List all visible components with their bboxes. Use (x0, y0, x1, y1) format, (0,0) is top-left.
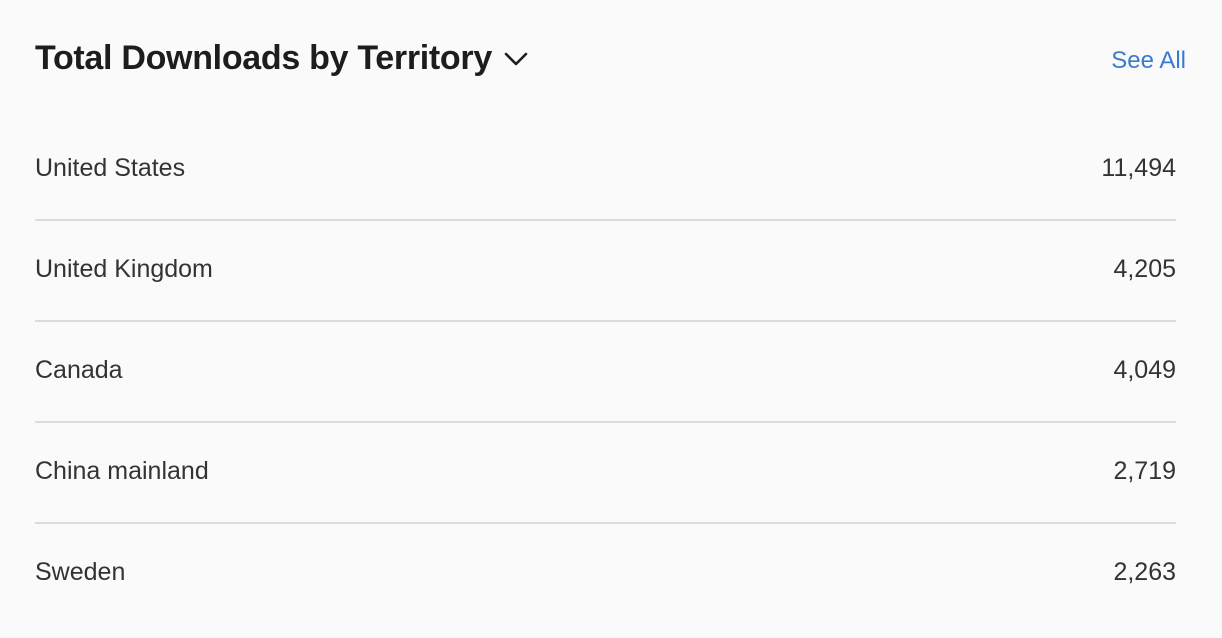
list-item: United Kingdom 4,205 (35, 221, 1176, 322)
territory-name: United Kingdom (35, 255, 213, 283)
territory-name: Canada (35, 356, 123, 384)
territory-downloads: 11,494 (1101, 154, 1176, 182)
title-dropdown[interactable]: Total Downloads by Territory (35, 36, 528, 80)
chevron-down-icon[interactable] (504, 51, 528, 67)
see-all-link[interactable]: See All (1111, 47, 1186, 74)
list-item: China mainland 2,719 (35, 423, 1176, 524)
list-item: Canada 4,049 (35, 322, 1176, 423)
territory-downloads: 2,263 (1113, 558, 1176, 586)
territory-list: United States 11,494 United Kingdom 4,20… (35, 120, 1176, 623)
territory-downloads: 4,049 (1113, 356, 1176, 384)
card-header: Total Downloads by Territory See All (35, 36, 1186, 84)
territory-name: Sweden (35, 558, 126, 586)
page-title: Total Downloads by Territory (35, 39, 492, 77)
territory-name: China mainland (35, 457, 209, 485)
territory-downloads: 4,205 (1113, 255, 1176, 283)
territory-downloads: 2,719 (1113, 457, 1176, 485)
list-item: Sweden 2,263 (35, 524, 1176, 623)
territory-name: United States (35, 154, 186, 182)
list-item: United States 11,494 (35, 120, 1176, 221)
